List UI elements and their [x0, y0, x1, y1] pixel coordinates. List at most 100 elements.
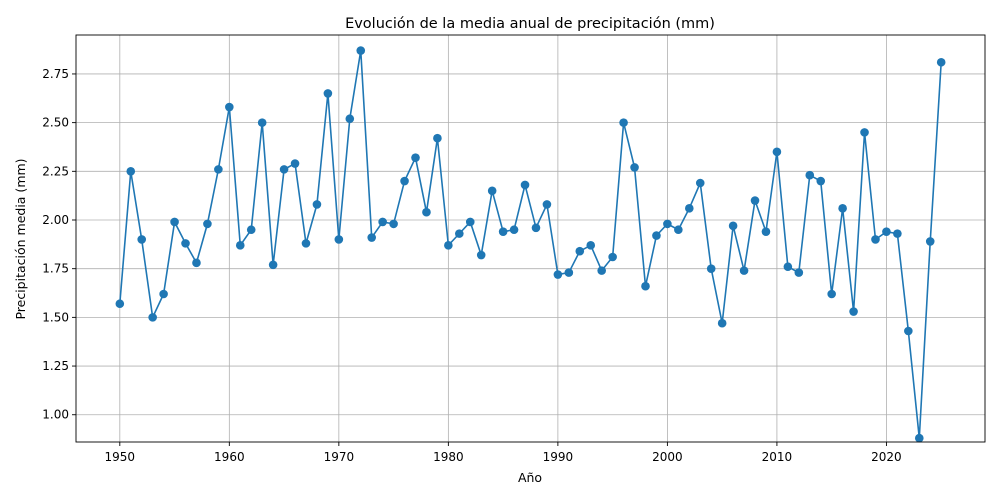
data-point [246, 225, 256, 235]
y-tick-label: 1.25 [42, 359, 69, 373]
y-axis-label: Precipitación media (mm) [13, 158, 28, 319]
data-point [465, 217, 475, 227]
data-point [192, 258, 201, 268]
chart-title: Evolución de la media anual de precipita… [345, 16, 715, 32]
data-point [170, 217, 179, 227]
series-layer [115, 46, 946, 443]
data-point [750, 196, 760, 205]
x-tick-label: 2000 [652, 450, 683, 464]
data-point [772, 147, 782, 157]
data-point [444, 241, 453, 250]
y-tick-label: 1.00 [42, 408, 69, 422]
y-tick-label: 1.75 [42, 262, 69, 276]
data-point [203, 219, 212, 229]
data-point [849, 307, 858, 316]
x-axis-label: Año [518, 470, 542, 485]
data-point [476, 250, 486, 260]
data-point [838, 204, 847, 213]
data-point [717, 318, 727, 328]
data-point [706, 264, 716, 273]
data-point [893, 229, 902, 238]
data-point [257, 118, 267, 127]
x-tick-label: 2020 [871, 450, 902, 464]
data-point [400, 176, 409, 186]
data-point [520, 180, 530, 190]
data-point [608, 252, 617, 262]
data-point [345, 114, 355, 124]
data-point [367, 233, 376, 242]
data-point [816, 176, 826, 186]
data-point [509, 225, 519, 235]
data-point [115, 299, 125, 309]
data-point [794, 268, 804, 277]
data-point [586, 241, 596, 250]
grid-lines [76, 35, 985, 442]
data-point [389, 219, 398, 229]
x-tick-label: 1970 [324, 450, 355, 464]
y-tick-label: 2.75 [42, 67, 69, 81]
data-point [290, 159, 300, 168]
data-point [739, 266, 749, 275]
data-point [674, 225, 683, 235]
data-point [159, 289, 168, 299]
data-point [597, 266, 606, 275]
data-point [487, 186, 497, 196]
data-point [126, 167, 136, 176]
data-point [827, 289, 836, 299]
data-point [936, 57, 946, 67]
data-point [225, 102, 234, 112]
data-point [378, 217, 387, 227]
plot-frame [75, 34, 986, 443]
data-point [137, 235, 147, 244]
data-point [914, 433, 924, 443]
data-point [531, 223, 541, 233]
series-line [119, 50, 942, 439]
y-tick-label: 2.25 [42, 164, 69, 178]
data-point [498, 227, 508, 236]
data-point [301, 239, 311, 248]
data-point [761, 227, 771, 236]
data-point [904, 326, 913, 336]
data-point [641, 281, 650, 291]
data-point [279, 165, 289, 174]
data-point [564, 268, 574, 277]
data-point [652, 231, 661, 240]
x-tick-label: 1950 [105, 450, 136, 464]
data-point [312, 200, 322, 209]
data-point [235, 241, 245, 250]
y-tick-label: 2.00 [42, 213, 69, 227]
data-point [783, 262, 793, 272]
data-point [575, 246, 585, 256]
data-point [553, 270, 563, 279]
data-point [148, 313, 157, 322]
data-point [728, 221, 738, 231]
data-point [422, 207, 431, 217]
x-tick-label: 1990 [543, 450, 574, 464]
y-tick-label: 2.50 [42, 116, 69, 130]
data-point [871, 235, 880, 244]
data-point [619, 118, 628, 127]
data-point [685, 204, 694, 213]
axis-ticks: 1950 1960 1970 1980 1990 2000 2010 2020 1.00 1.25… [42, 67, 901, 464]
data-point [411, 153, 420, 162]
y-tick-label: 1.50 [42, 310, 69, 324]
data-point [630, 163, 639, 172]
x-tick-label: 1980 [433, 450, 464, 464]
data-point [268, 260, 278, 270]
data-point [542, 200, 552, 209]
data-point [925, 237, 935, 246]
x-tick-label: 2010 [762, 450, 793, 464]
data-point [663, 219, 672, 229]
data-point [860, 128, 869, 137]
data-point [214, 165, 223, 174]
data-point [181, 239, 190, 248]
data-point [882, 227, 891, 236]
x-tick-label: 1960 [214, 450, 245, 464]
data-point [356, 46, 366, 55]
data-point [334, 235, 344, 244]
data-point [805, 170, 815, 180]
data-point [323, 89, 333, 98]
data-point [455, 229, 464, 238]
